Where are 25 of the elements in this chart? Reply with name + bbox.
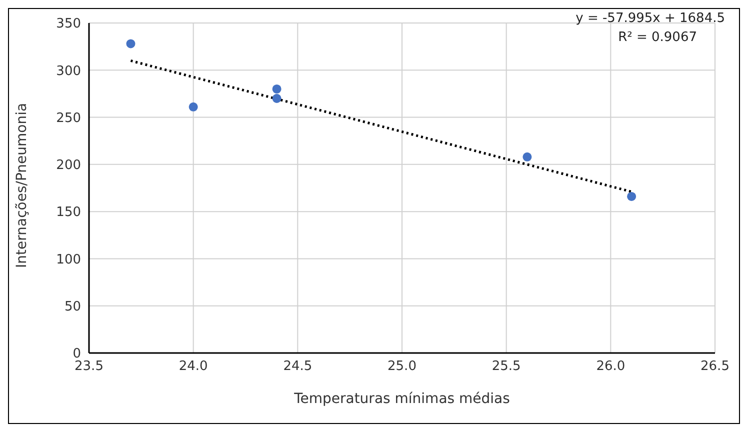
y-tick-label: 350 [56,16,81,32]
point [522,152,532,162]
x-tick-label: 24.5 [283,359,312,374]
point [272,94,282,103]
y-tick-label: 0 [72,346,81,362]
annotation: y = -57.995x + 1684.5 [576,11,725,26]
annotation: R² = 0.9067 [618,30,697,45]
x-axis-title: Temperaturas mínimas médias [293,391,510,407]
y-axis-title: Internações/Pneumonia [14,102,30,268]
point [272,84,282,94]
x-tick-label: 25.5 [492,359,521,374]
y-tick-label: 200 [56,158,81,174]
y-tick-label: 300 [56,64,81,79]
point [627,192,636,201]
point [126,39,136,48]
x-tick-label: 23.5 [74,359,104,374]
y-tick-label: 250 [56,110,81,126]
x-tick-label: 26.0 [596,359,626,374]
point [188,102,198,112]
y-tick-label: 150 [56,205,81,220]
y-tick-label: 50 [64,299,81,314]
x-tick-label: 25.0 [388,359,416,374]
x-tick-label: 24.0 [178,359,208,374]
y-tick-label: 100 [56,252,81,268]
x-tick-label: 26.5 [700,359,730,374]
